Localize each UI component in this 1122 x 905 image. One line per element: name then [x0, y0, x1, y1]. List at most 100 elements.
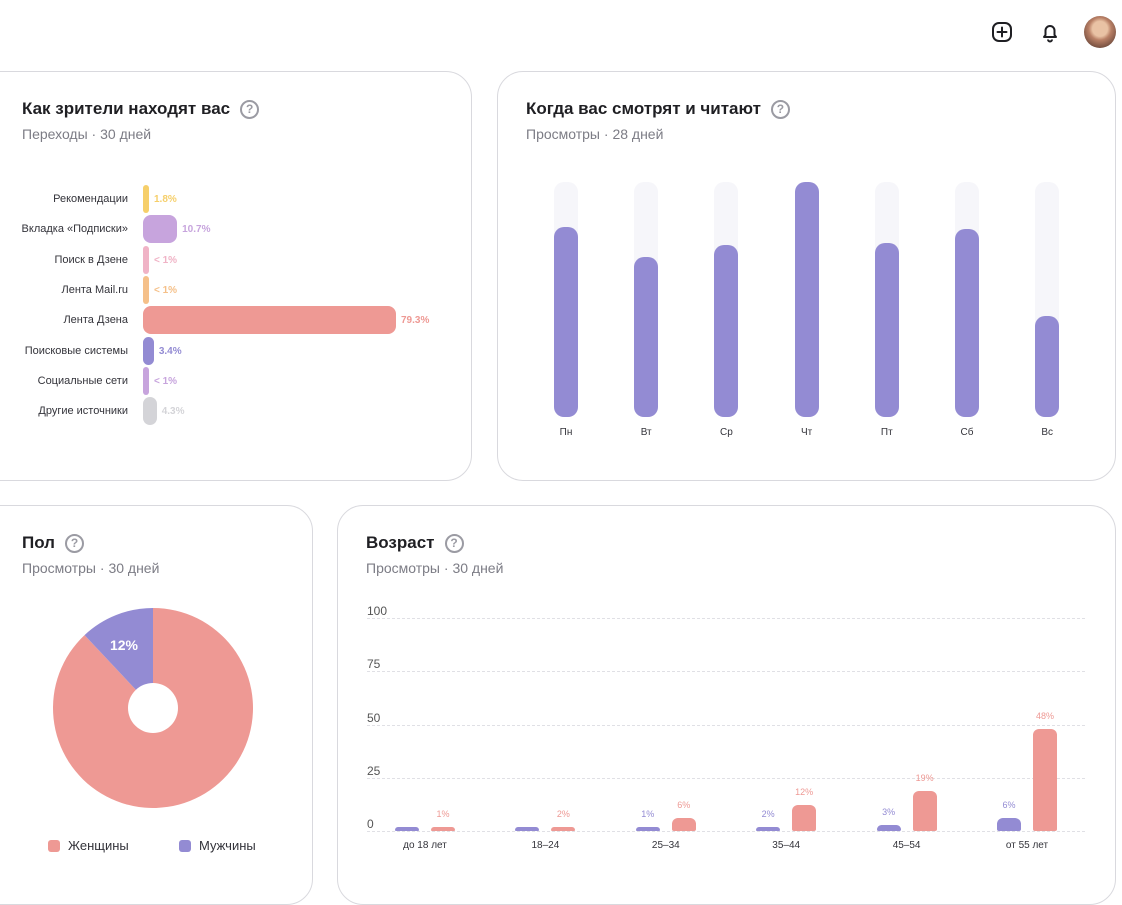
age-card — [337, 505, 1116, 905]
age-value-label: 12% — [795, 787, 814, 798]
source-bar — [143, 185, 149, 213]
source-label: Поиск в Дзене — [54, 253, 128, 266]
age-subtitle: Просмотры · 30 дней — [366, 560, 504, 576]
source-label: Лента Дзена — [63, 314, 128, 327]
source-value-label: 1.8% — [154, 194, 177, 205]
y-tick-label: 25 — [367, 763, 381, 778]
age-bar-male — [756, 826, 781, 831]
sources-subtitle: Переходы · 30 дней — [22, 126, 152, 142]
age-value-label: 2% — [556, 808, 570, 819]
grid-line — [367, 724, 1085, 726]
source-bar — [143, 397, 157, 426]
age-bar-female — [671, 818, 696, 831]
weekday-bar — [634, 257, 659, 417]
source-value-label: 10.7% — [182, 224, 211, 236]
weekday-label: Сб — [960, 427, 974, 438]
y-tick-label: 0 — [367, 817, 374, 831]
weekday-label: Пт — [880, 427, 893, 438]
help-icon[interactable]: ? — [444, 533, 464, 553]
weekdays-title: Когда вас смотрят и читают ? — [526, 99, 790, 119]
grid-line — [367, 831, 1085, 832]
pie-label: 12% — [110, 637, 139, 653]
age-category-label: 45–54 — [892, 840, 921, 851]
weekday-bar — [874, 243, 899, 417]
help-icon[interactable]: ? — [240, 99, 260, 119]
age-bar-female — [551, 826, 576, 831]
age-value-label: 19% — [915, 772, 934, 783]
age-value-label: 3% — [882, 806, 896, 817]
weekday-label: Ср — [719, 427, 733, 438]
age-category-label: до 18 лет — [403, 840, 447, 851]
age-bar-female — [1033, 728, 1057, 831]
source-value-label: 79.3% — [401, 315, 430, 327]
weekdays-subtitle: Просмотры · 28 дней — [526, 126, 664, 142]
legend-swatch-female — [48, 839, 60, 852]
sources-title: Как зрители находят вас ? — [22, 99, 260, 119]
bell-icon[interactable] — [1036, 18, 1064, 46]
legend-female: Женщины — [48, 838, 129, 853]
age-value-label: 6% — [1002, 800, 1016, 811]
age-bar-female — [431, 827, 455, 831]
age-value-label: 1% — [641, 809, 655, 819]
age-bar-male — [515, 827, 540, 831]
age-bar-male — [635, 827, 660, 831]
age-value-label: 6% — [677, 800, 691, 811]
age-bar-female — [912, 790, 937, 831]
y-tick-label: 50 — [367, 710, 381, 725]
age-bar-male — [395, 827, 419, 831]
legend-swatch-male — [179, 839, 191, 852]
source-label: Поисковые системы — [24, 344, 128, 357]
source-bar — [143, 366, 149, 395]
source-label: Лента Mail.ru — [61, 283, 128, 296]
avatar[interactable] — [1084, 16, 1116, 48]
weekday-bar — [955, 229, 979, 417]
grid-line — [367, 618, 1085, 619]
weekday-bar — [554, 226, 578, 417]
gender-title: Пол ? — [22, 533, 84, 553]
source-value-label: < 1% — [154, 254, 178, 266]
gender-pie-chart: 88% 12% — [52, 608, 253, 818]
source-value-label: 4.3% — [161, 406, 185, 418]
age-value-label: 2% — [761, 808, 775, 819]
source-value-label: 3.4% — [158, 345, 182, 357]
source-label: Социальные сети — [37, 374, 128, 387]
pie-label: 88% — [179, 804, 208, 818]
grid-line — [367, 671, 1085, 673]
sources-card — [0, 71, 472, 481]
weekday-bar — [794, 182, 819, 417]
age-bar-female — [792, 805, 817, 831]
source-bar — [143, 245, 149, 274]
source-bar — [143, 306, 396, 335]
grid-line — [367, 777, 1085, 779]
donut-hole — [128, 683, 178, 733]
age-title: Возраст ? — [366, 533, 464, 553]
age-value-label: 1% — [436, 809, 450, 819]
source-bar — [143, 215, 178, 244]
source-label: Вкладка «Подписки» — [21, 223, 128, 236]
age-category-label: от 55 лет — [1005, 840, 1049, 851]
y-tick-label: 75 — [367, 657, 381, 672]
weekday-bar — [714, 245, 739, 417]
help-icon[interactable]: ? — [770, 99, 790, 119]
source-bar — [143, 275, 149, 304]
pie-slice-male — [84, 608, 153, 708]
age-category-label: 25–34 — [651, 840, 680, 851]
age-bar-male — [997, 818, 1021, 831]
y-tick-label: 100 — [367, 604, 388, 618]
plus-square-icon[interactable] — [988, 18, 1016, 46]
source-label: Рекомендации — [53, 193, 128, 205]
weekday-label: Пн — [559, 427, 573, 438]
legend-male: Мужчины — [179, 838, 256, 853]
weekday-label: Вт — [640, 427, 652, 438]
source-value-label: < 1% — [154, 284, 178, 296]
help-icon[interactable]: ? — [64, 533, 84, 553]
source-label: Другие источники — [38, 405, 128, 418]
weekday-label: Чт — [800, 427, 813, 438]
age-bar-male — [876, 824, 901, 831]
age-category-label: 18–24 — [531, 840, 560, 851]
weekday-bar — [1035, 315, 1060, 417]
source-value-label: < 1% — [154, 375, 178, 387]
weekday-label: Вс — [1041, 427, 1054, 438]
age-category-label: 35–44 — [772, 840, 801, 851]
age-value-label: 48% — [1035, 710, 1054, 721]
